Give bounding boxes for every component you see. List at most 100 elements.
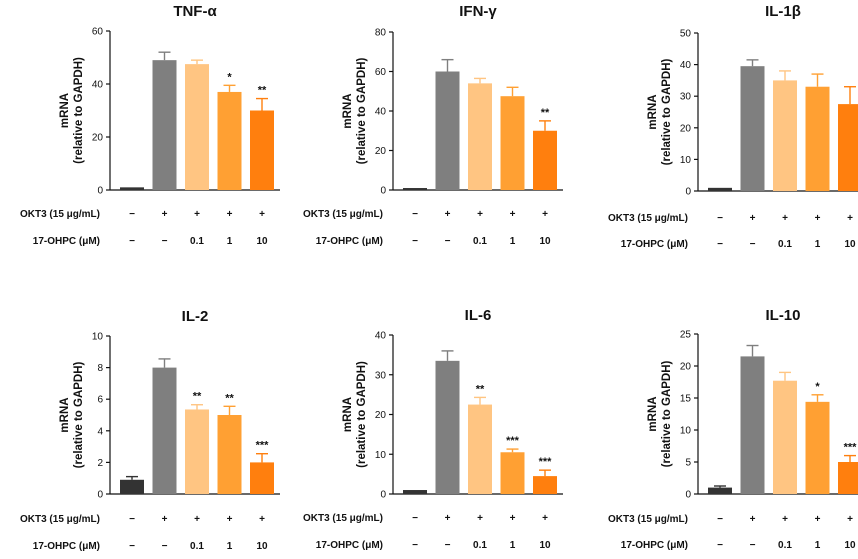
y-axis-label-line: (relative to GAPDH) (356, 361, 368, 468)
chart-il-1-: IL-1β 0 10 20 30 40 50 mRNA (relative to GAPDH) O… (608, 3, 858, 250)
bar (185, 409, 209, 494)
y-tick-label: 60 (92, 27, 104, 38)
y-tick-label: 10 (680, 155, 692, 166)
ohpc-cell: − (445, 236, 451, 247)
row-label-17-ohpc: 17-OHPC (μM) (316, 540, 383, 551)
ohpc-cell: 1 (510, 236, 516, 247)
y-axis-label-line: mRNA (342, 397, 354, 432)
ohpc-cell: − (129, 236, 135, 247)
row-label-17-ohpc: 17-OHPC (μM) (621, 540, 688, 551)
okt3-cell: − (412, 209, 418, 220)
ohpc-cell: − (717, 540, 723, 551)
y-tick-label: 10 (680, 426, 692, 437)
y-tick-label: 20 (92, 133, 104, 144)
row-label-okt3: OKT3 (15 μg/mL) (608, 213, 688, 224)
okt3-cell: + (162, 514, 168, 525)
okt3-cell: − (129, 209, 135, 220)
y-tick-label: 0 (380, 186, 386, 197)
ohpc-cell: − (750, 540, 756, 551)
okt3-cell: + (847, 213, 853, 224)
y-tick-label: 0 (685, 187, 691, 198)
y-tick-label: 40 (375, 331, 387, 342)
bar (500, 452, 525, 494)
bar (533, 130, 557, 190)
ohpc-cell: 10 (844, 239, 856, 250)
okt3-cell: + (542, 209, 548, 220)
okt3-cell: + (782, 514, 788, 525)
y-tick-label: 50 (680, 29, 692, 40)
ohpc-cell: − (750, 239, 756, 250)
ohpc-cell: 1 (815, 239, 821, 250)
okt3-cell: + (510, 513, 516, 524)
y-tick-label: 40 (92, 80, 104, 91)
bar (805, 86, 830, 191)
y-tick-label: 0 (685, 490, 691, 501)
chart-title: IL-10 (765, 307, 800, 324)
chart-title: IL-2 (182, 308, 209, 325)
significance-label: *** (506, 435, 520, 447)
ohpc-cell: 10 (844, 540, 856, 551)
y-axis-label: mRNA (relative to GAPDH) (59, 57, 85, 164)
okt3-cell: + (194, 209, 200, 220)
okt3-cell: + (750, 514, 756, 525)
okt3-cell: + (227, 514, 233, 525)
significance-label: ** (258, 85, 267, 97)
ohpc-cell: 1 (227, 541, 233, 552)
okt3-cell: − (412, 513, 418, 524)
bar (152, 60, 177, 191)
bar (435, 71, 460, 190)
y-axis-label: mRNA (relative to GAPDH) (59, 361, 85, 468)
y-tick-label: 40 (375, 107, 387, 118)
bar (403, 188, 427, 190)
bar (250, 110, 274, 190)
ohpc-cell: 0.1 (473, 540, 487, 551)
okt3-cell: + (194, 514, 200, 525)
bar (403, 490, 427, 494)
okt3-cell: + (259, 209, 265, 220)
y-tick-label: 20 (375, 410, 387, 421)
ohpc-cell: 1 (510, 540, 516, 551)
ohpc-cell: 10 (256, 541, 268, 552)
row-label-okt3: OKT3 (15 μg/mL) (303, 513, 383, 524)
y-axis-label-line: (relative to GAPDH) (661, 360, 673, 467)
chart-title: IL-1β (765, 3, 801, 20)
y-tick-label: 20 (680, 123, 692, 134)
okt3-cell: + (477, 209, 483, 220)
y-axis-label-line: mRNA (647, 396, 659, 431)
bar (217, 415, 242, 494)
okt3-cell: + (259, 514, 265, 525)
chart-ifn-: IFN-γ 0 20 40 60 80 mRNA (relative to GAPDH) ** O… (303, 3, 563, 247)
significance-label: ** (225, 392, 234, 404)
significance-label: * (815, 381, 820, 393)
row-label-17-ohpc: 17-OHPC (μM) (33, 236, 100, 247)
okt3-cell: − (129, 514, 135, 525)
y-tick-label: 2 (97, 458, 103, 469)
bar (120, 187, 144, 190)
ohpc-cell: − (445, 540, 451, 551)
y-tick-label: 6 (97, 395, 103, 406)
y-tick-label: 10 (375, 450, 387, 461)
y-tick-label: 20 (375, 146, 387, 157)
bar (120, 479, 144, 494)
ohpc-cell: − (162, 541, 168, 552)
y-axis-label-line: (relative to GAPDH) (661, 58, 673, 165)
y-axis-label: mRNA (relative to GAPDH) (647, 360, 673, 467)
significance-label: ** (541, 107, 550, 119)
significance-label: *** (539, 456, 553, 468)
bar (500, 96, 525, 190)
y-tick-label: 8 (97, 363, 103, 374)
okt3-cell: − (717, 213, 723, 224)
significance-label: *** (844, 442, 858, 454)
okt3-cell: + (445, 513, 451, 524)
okt3-cell: + (542, 513, 548, 524)
row-label-okt3: OKT3 (15 μg/mL) (608, 514, 688, 525)
bar (708, 187, 732, 191)
row-label-17-ohpc: 17-OHPC (μM) (621, 239, 688, 250)
row-label-okt3: OKT3 (15 μg/mL) (303, 209, 383, 220)
y-tick-label: 4 (97, 426, 103, 437)
chart-title: IL-6 (465, 307, 492, 324)
okt3-cell: + (227, 209, 233, 220)
bar (217, 91, 242, 190)
